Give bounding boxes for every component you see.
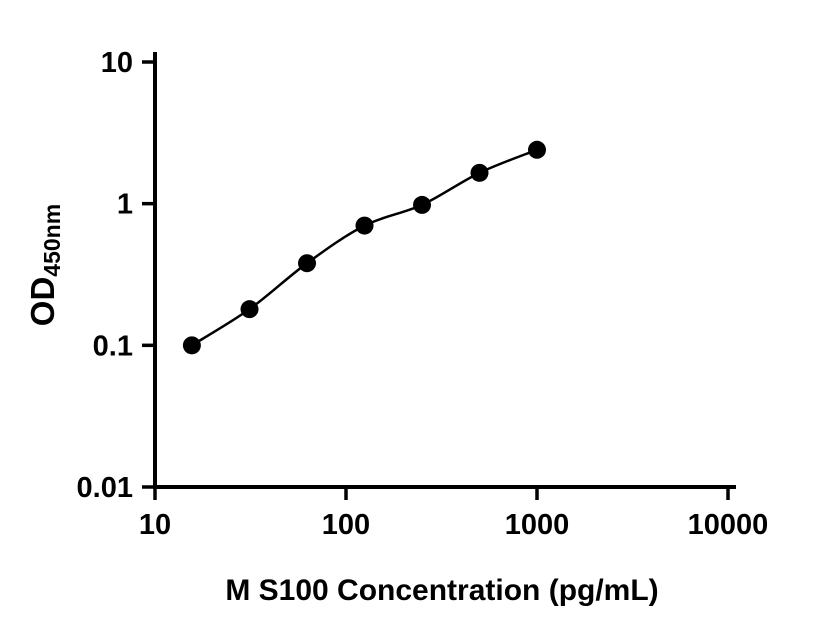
- y-tick-label: 10: [101, 47, 133, 79]
- y-tick-label: 1: [117, 189, 133, 221]
- data-point: [298, 254, 317, 273]
- x-tick-label: 1000: [505, 509, 570, 541]
- data-point: [470, 163, 489, 182]
- y-tick-label: 0.01: [77, 472, 133, 504]
- x-axis-title: M S100 Concentration (pg/mL): [225, 574, 658, 607]
- y-axis-title-main: OD: [24, 277, 61, 327]
- data-point: [413, 195, 432, 214]
- x-tick-label: 10: [139, 509, 171, 541]
- data-point: [240, 300, 259, 319]
- data-point: [355, 216, 374, 235]
- plot-layer: 10 100 1000 10000 0.01 0.1 1 10: [77, 47, 769, 541]
- x-tick-label: 100: [322, 509, 370, 541]
- y-axis-title-sub: 450nm: [39, 204, 65, 277]
- y-axis-title: OD450nm: [24, 204, 65, 326]
- data-point: [528, 140, 546, 159]
- x-tick-label: 10000: [688, 509, 769, 541]
- data-point: [182, 336, 201, 355]
- y-tick-label: 0.1: [93, 330, 133, 362]
